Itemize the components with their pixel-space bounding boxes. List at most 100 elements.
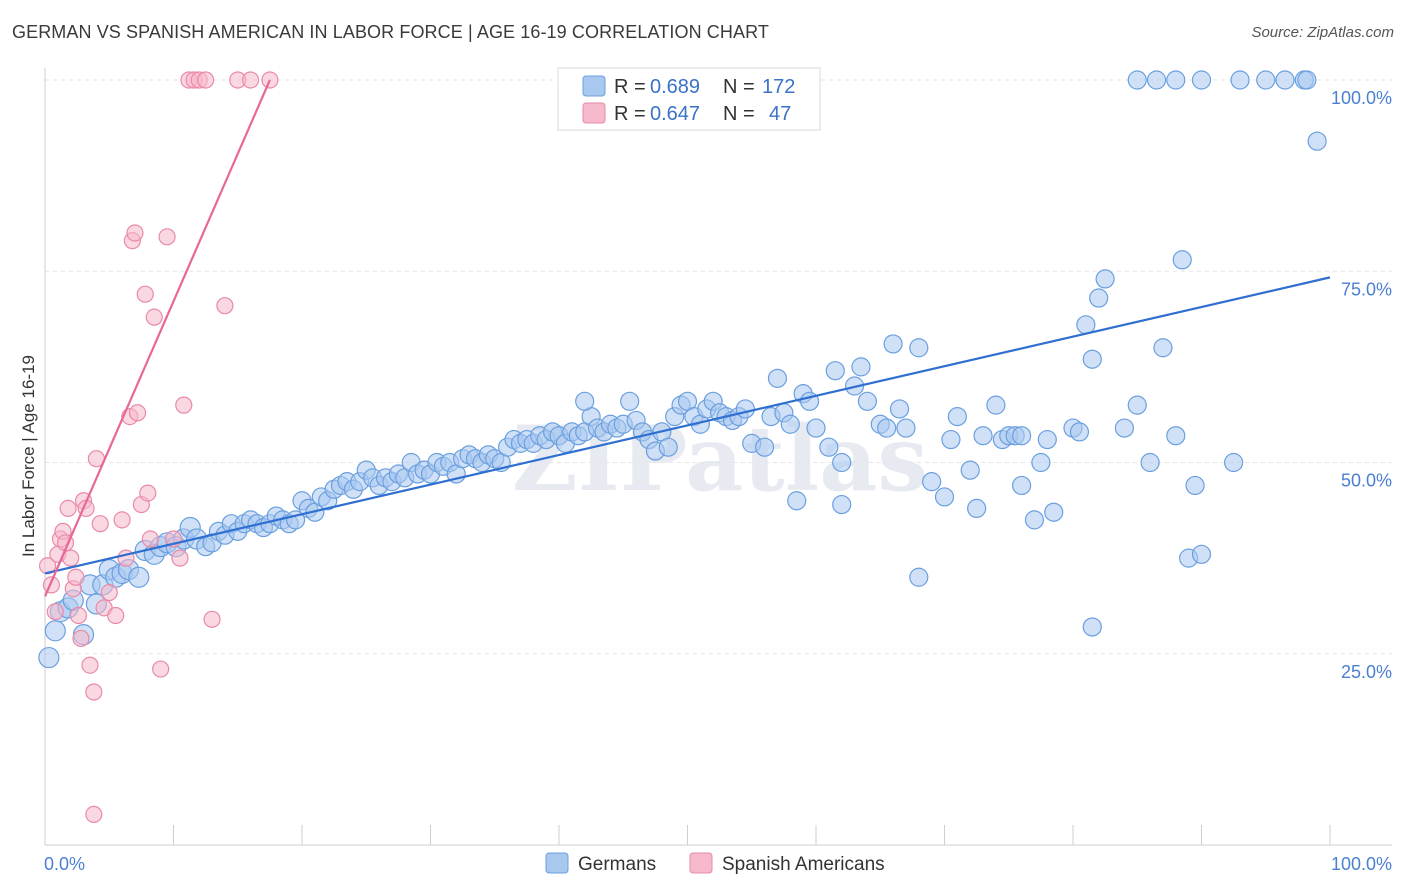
y-tick-labels: 25.0% 50.0% 75.0% 100.0% — [1331, 88, 1392, 682]
x-tick-labels: 0.0% 100.0% — [44, 854, 1392, 874]
spanish-point-47 — [85, 805, 103, 824]
spanish-point-33 — [152, 660, 170, 678]
german-point-172 — [1256, 70, 1276, 90]
german-point-127 — [922, 472, 942, 492]
german-point-163 — [1069, 422, 1090, 442]
legend-swatch-spanish — [582, 102, 606, 124]
spanish-point-31 — [141, 530, 159, 548]
german-point-170 — [1191, 70, 1212, 90]
german-point-124 — [889, 399, 910, 419]
german-point-139 — [1024, 510, 1045, 530]
german-point-164 — [1082, 617, 1102, 637]
german-point-171 — [1230, 70, 1250, 90]
legend-r-value-1: 0.647 — [650, 103, 700, 125]
german-point-150 — [1140, 452, 1160, 473]
german-point-130 — [947, 407, 967, 427]
spanish-point-42 — [203, 610, 221, 628]
german-point-119 — [851, 357, 871, 377]
german-point-1 — [44, 620, 66, 642]
chart-title: GERMAN VS SPANISH AMERICAN IN LABOR FORC… — [12, 22, 769, 42]
y-tick-label-3: 100.0% — [1331, 88, 1392, 108]
german-point-106 — [735, 399, 755, 419]
german-point-140 — [1031, 452, 1051, 473]
german-point-168 — [1146, 70, 1167, 90]
german-trend-line — [44, 276, 1331, 575]
german-point-155 — [1185, 475, 1205, 496]
legend-r-value-0: 0.689 — [650, 76, 700, 98]
german-point-128 — [934, 487, 955, 507]
y-tick-label-0: 25.0% — [1341, 662, 1392, 682]
german-point-148 — [1114, 418, 1135, 438]
spanish-point-34 — [158, 228, 176, 246]
bottom-legend-spanish: Spanish Americans — [722, 854, 885, 875]
german-point-117 — [832, 452, 852, 473]
legend-n-label-1: N = — [723, 103, 755, 125]
legend-n-value-1: 47 — [769, 103, 791, 125]
spanish-point-20 — [100, 583, 118, 602]
german-point-156 — [1191, 544, 1212, 564]
german-points — [38, 70, 1327, 669]
german-point-157 — [825, 361, 845, 381]
y-axis-label: In Labor Force | Age 16-19 — [19, 355, 38, 557]
spanish-point-11 — [69, 606, 88, 625]
german-point-141 — [1037, 429, 1057, 450]
y-tick-label-1: 50.0% — [1341, 471, 1392, 491]
german-point-13 — [128, 566, 150, 588]
spanish-point-45 — [242, 71, 260, 89]
bottom-legend-germans: Germans — [578, 854, 656, 875]
german-point-175 — [1297, 70, 1317, 90]
german-point-134 — [986, 395, 1006, 415]
spanish-point-7 — [59, 499, 77, 517]
spanish-point-43 — [216, 297, 234, 315]
spanish-trend-line — [43, 79, 271, 597]
trend-lines — [43, 79, 1331, 597]
spanish-point-41 — [197, 71, 215, 89]
spanish-point-36 — [171, 549, 189, 567]
german-point-129 — [941, 429, 961, 450]
spanish-point-21 — [107, 606, 125, 625]
german-point-161 — [909, 567, 929, 587]
bottom-legend-swatch-germans — [545, 852, 569, 874]
german-point-115 — [806, 418, 826, 438]
german-point-122 — [877, 418, 897, 438]
german-point-108 — [754, 437, 775, 457]
spanish-points — [38, 71, 279, 824]
spanish-point-2 — [46, 603, 64, 621]
german-point-162 — [1011, 475, 1032, 496]
german-point-152 — [1166, 426, 1186, 446]
german-point-133 — [973, 426, 993, 446]
german-point-94 — [658, 437, 678, 457]
spanish-point-15 — [81, 656, 99, 674]
spanish-point-12 — [72, 629, 90, 648]
legend-n-value-0: 172 — [762, 76, 795, 98]
spanish-point-18 — [91, 515, 109, 533]
german-point-123 — [883, 334, 903, 354]
german-point-149 — [1127, 395, 1147, 415]
spanish-point-30 — [139, 484, 157, 502]
german-point-151 — [1153, 338, 1173, 358]
german-point-132 — [967, 498, 987, 518]
bottom-legend: Germans Spanish Americans — [545, 852, 885, 875]
german-point-147 — [1095, 269, 1115, 289]
german-point-142 — [1044, 502, 1064, 522]
german-point-109 — [767, 368, 788, 388]
german-point-138 — [1011, 426, 1032, 446]
german-point-160 — [832, 494, 852, 515]
grid-lines — [45, 79, 1392, 655]
german-point-120 — [857, 391, 878, 411]
spanish-point-32 — [145, 308, 163, 326]
german-point-173 — [1275, 70, 1295, 90]
legend-r-label-0: R = — [614, 76, 646, 98]
german-point-126 — [909, 338, 929, 358]
german-point-125 — [896, 418, 916, 438]
german-point-167 — [1127, 70, 1147, 90]
spanish-point-37 — [175, 396, 193, 414]
legend-swatch-germans — [582, 75, 606, 97]
german-point-159 — [787, 491, 807, 511]
spanish-point-16 — [85, 683, 103, 701]
german-point-116 — [819, 437, 839, 457]
spanish-point-10 — [67, 568, 85, 586]
german-point-145 — [1082, 349, 1102, 369]
german-point-131 — [960, 460, 980, 480]
